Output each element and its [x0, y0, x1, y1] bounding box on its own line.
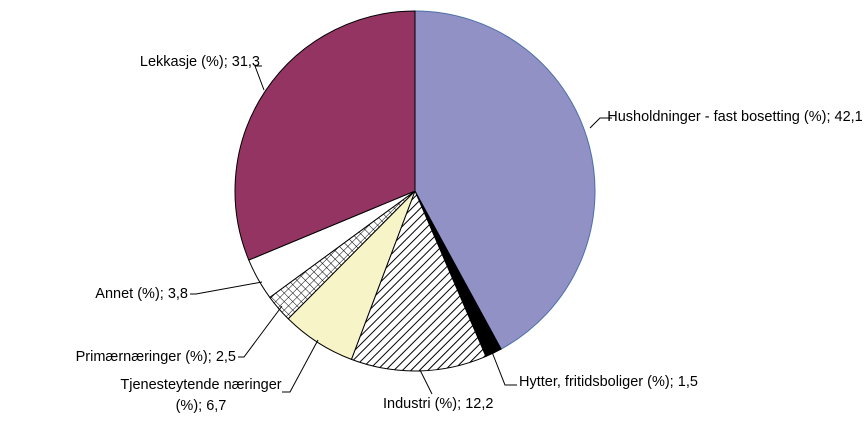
value-label: 3,8: [167, 286, 188, 302]
pie-slice: [350, 189, 487, 372]
value-label: 42,1: [834, 109, 863, 125]
category: Primærnæringer (%);: [75, 349, 212, 365]
category: Industri (%);: [383, 396, 462, 412]
pie-slice: [234, 10, 416, 261]
category: Husholdninger - fast bosetting (%);: [607, 109, 831, 125]
slice-label: Annet (%); 3,8: [95, 284, 188, 305]
leader-line: [589, 117, 612, 129]
value-label: 12,2: [465, 396, 494, 412]
value-label: 6,7: [206, 398, 227, 414]
leader-line: [254, 65, 265, 91]
value-label: 31,3: [231, 54, 260, 70]
slice-label: Hytter, fritidsboliger (%); 1,5: [519, 372, 698, 393]
slice-label: Primærnæringer (%); 2,5: [76, 347, 236, 368]
slice-label: Husholdninger - fast bosetting (%); 42,1: [605, 107, 865, 128]
leader-line: [491, 351, 517, 386]
slice-label: Industri (%); 12,2: [383, 394, 493, 415]
category: Lekkasje (%);: [139, 54, 228, 70]
value-label: 1,5: [677, 374, 698, 390]
leader-line: [419, 369, 433, 395]
category: Hytter, fritidsboliger (%);: [519, 374, 674, 390]
category: Tjenesteytende næringer (%);: [120, 377, 282, 414]
slice-label: Tjenesteytende næringer (%); 6,7: [115, 375, 287, 417]
pie-slice: [414, 10, 596, 350]
leader-line: [282, 339, 319, 393]
leader-line: [238, 305, 283, 358]
category: Annet (%);: [95, 286, 164, 302]
value-label: 2,5: [215, 349, 236, 365]
slice-label: Lekkasje (%); 31,3: [140, 52, 260, 73]
leader-line: [190, 281, 263, 295]
